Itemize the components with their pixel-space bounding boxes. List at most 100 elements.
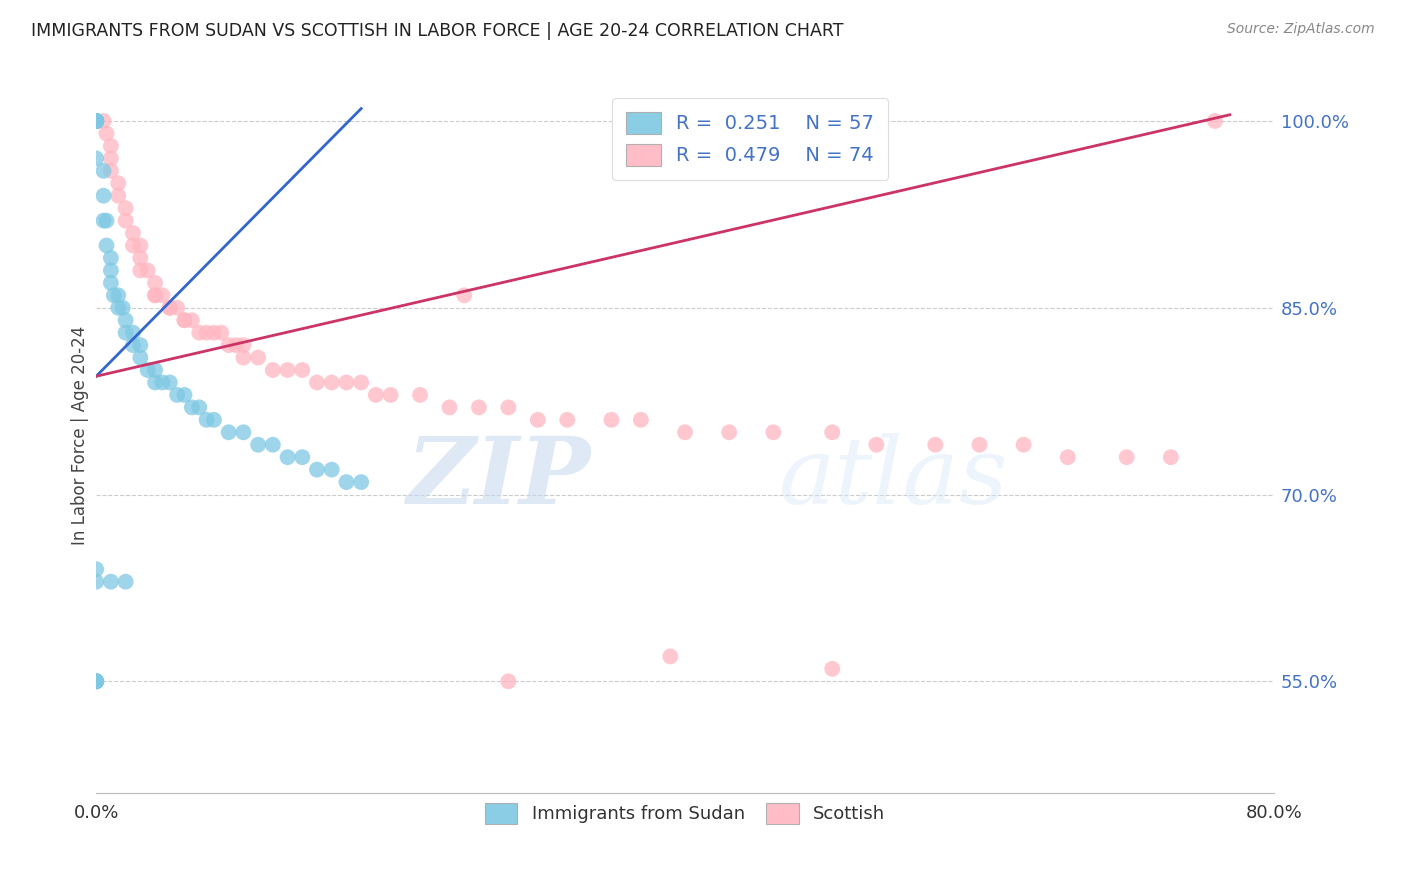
Point (107, 301, 129, 315)
Point (218, 425, 240, 440)
Point (159, 376, 181, 390)
Point (84, 674, 107, 689)
Point (225, 338, 247, 352)
Point (84, 674, 107, 689)
Point (84, 114, 107, 128)
Point (100, 251, 122, 265)
Point (335, 475, 357, 489)
Point (84, 114, 107, 128)
Point (718, 425, 741, 440)
Point (291, 363, 314, 377)
Point (100, 276, 122, 290)
Point (84, 114, 107, 128)
Point (173, 313, 195, 327)
Point (84, 114, 107, 128)
Point (380, 388, 402, 402)
Point (439, 401, 461, 415)
Point (453, 288, 475, 302)
Point (96, 238, 118, 252)
Point (527, 413, 550, 427)
Point (152, 376, 174, 390)
Point (84, 114, 107, 128)
Point (114, 201, 136, 215)
Point (129, 263, 152, 277)
Point (180, 313, 202, 327)
Point (84, 562, 107, 576)
Point (166, 301, 188, 315)
Point (143, 288, 166, 302)
Point (630, 413, 652, 427)
Point (555, 413, 578, 427)
Point (232, 351, 254, 365)
Point (103, 288, 125, 302)
Point (924, 438, 946, 452)
Point (84, 114, 107, 128)
Point (114, 574, 136, 589)
Point (100, 139, 122, 153)
Point (262, 363, 284, 377)
Point (143, 276, 166, 290)
Point (143, 288, 166, 302)
Point (122, 238, 145, 252)
Point (1160, 450, 1182, 465)
Point (291, 450, 314, 465)
Point (247, 438, 270, 452)
Point (107, 176, 129, 190)
Point (96, 127, 118, 141)
Point (136, 263, 159, 277)
Point (166, 388, 188, 402)
Point (277, 363, 299, 377)
Point (188, 326, 211, 340)
Point (84, 114, 107, 128)
Point (129, 251, 152, 265)
Point (762, 425, 785, 440)
Point (277, 450, 299, 465)
Point (129, 338, 152, 352)
Point (84, 114, 107, 128)
Point (93, 164, 115, 178)
Point (498, 401, 520, 415)
Point (969, 438, 991, 452)
Point (84, 114, 107, 128)
Point (100, 164, 122, 178)
Point (84, 114, 107, 128)
Point (100, 152, 122, 166)
Point (673, 425, 696, 440)
Point (409, 388, 432, 402)
Point (232, 425, 254, 440)
Point (321, 462, 343, 476)
Y-axis label: In Labor Force | Age 20-24: In Labor Force | Age 20-24 (72, 326, 89, 545)
Point (195, 413, 218, 427)
Point (159, 301, 181, 315)
Point (84, 574, 107, 589)
Point (84, 674, 107, 689)
Point (159, 301, 181, 315)
Point (364, 388, 387, 402)
Point (321, 376, 343, 390)
Point (129, 351, 152, 365)
Point (180, 401, 202, 415)
Point (129, 238, 152, 252)
Point (195, 326, 218, 340)
Point (188, 401, 211, 415)
Point (218, 338, 240, 352)
Point (136, 363, 159, 377)
Point (100, 574, 122, 589)
Point (100, 263, 122, 277)
Point (84, 114, 107, 128)
Point (821, 425, 844, 440)
Point (114, 326, 136, 340)
Point (659, 649, 682, 664)
Point (865, 438, 887, 452)
Point (498, 674, 520, 689)
Point (335, 376, 357, 390)
Text: Source: ZipAtlas.com: Source: ZipAtlas.com (1227, 22, 1375, 37)
Point (84, 152, 107, 166)
Point (114, 313, 136, 327)
Text: atlas: atlas (779, 434, 1008, 524)
Point (173, 388, 195, 402)
Point (821, 662, 844, 676)
Point (122, 338, 145, 352)
Point (93, 114, 115, 128)
Point (84, 674, 107, 689)
